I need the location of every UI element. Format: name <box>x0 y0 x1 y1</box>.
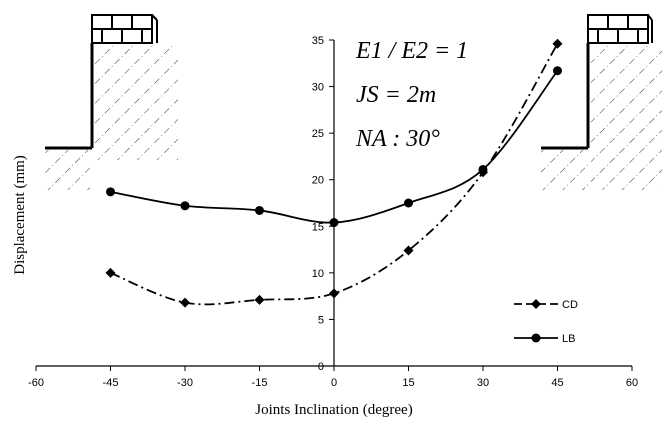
series-cd-point <box>254 294 265 305</box>
x-tick-label: 30 <box>477 377 489 389</box>
series-lb-point <box>329 218 339 228</box>
annotation-1: E1 / E2 = 1 <box>355 38 468 64</box>
series-lb-point <box>478 164 488 174</box>
annotation-3: NA : 30° <box>355 126 440 152</box>
annotation-2: JS = 2m <box>356 82 436 108</box>
series-lb-point <box>404 198 413 208</box>
right-wall-toe-hatch <box>541 150 588 190</box>
y-tick-label: 20 <box>312 175 324 187</box>
y-tick-label: 0 <box>318 361 324 373</box>
y-tick-label: 35 <box>312 35 324 47</box>
x-tick-label: 45 <box>551 377 563 389</box>
x-tick-label: 60 <box>626 377 638 389</box>
series-cd-point <box>403 245 414 256</box>
x-tick-label: -15 <box>252 377 268 389</box>
x-tick-label: -30 <box>177 377 193 389</box>
left-wall-soil-hatch <box>95 45 178 160</box>
series-cd-point <box>329 288 339 299</box>
right-wall-soil-hatch <box>591 45 662 190</box>
text-layer: Joints Inclination (degree) Displacement … <box>12 38 468 418</box>
series-lb-point <box>180 201 190 211</box>
series-cd <box>105 38 563 308</box>
legend-marker-cd <box>531 299 541 309</box>
legend-label-cd: CD <box>562 299 578 311</box>
series-lb-point <box>553 66 562 76</box>
x-tick-label: -60 <box>28 377 44 389</box>
y-tick-label: 30 <box>312 82 324 94</box>
series-cd-point <box>552 38 563 49</box>
legend: CD LB <box>514 299 578 345</box>
left-wall-illustration <box>45 14 178 190</box>
legend-marker-lb <box>531 333 541 343</box>
y-tick-label: 5 <box>318 314 324 326</box>
axes: -60 -45 -30 -15 0 15 30 45 60 0 5 10 15 20 25 30 35 <box>28 35 638 389</box>
y-tick-label: 25 <box>312 128 324 140</box>
x-tick-label: 0 <box>331 377 337 389</box>
x-axis-title: Joints Inclination (degree) <box>255 402 412 418</box>
series-cd-point <box>105 267 116 278</box>
legend-label-lb: LB <box>562 333 575 345</box>
left-wall-toe-hatch <box>45 150 92 190</box>
series-lb <box>106 66 562 228</box>
series-lb-point <box>255 205 264 215</box>
series-lb-point <box>106 187 115 197</box>
right-wall-illustration <box>541 14 662 190</box>
series-cd-point <box>180 297 190 308</box>
x-tick-label: 15 <box>402 377 414 389</box>
y-axis-title: Displacement (mm) <box>12 155 28 275</box>
x-tick-label: -45 <box>103 377 119 389</box>
y-tick-label: 10 <box>312 268 324 280</box>
series-layer <box>105 38 563 308</box>
y-tick-label: 15 <box>312 221 324 233</box>
